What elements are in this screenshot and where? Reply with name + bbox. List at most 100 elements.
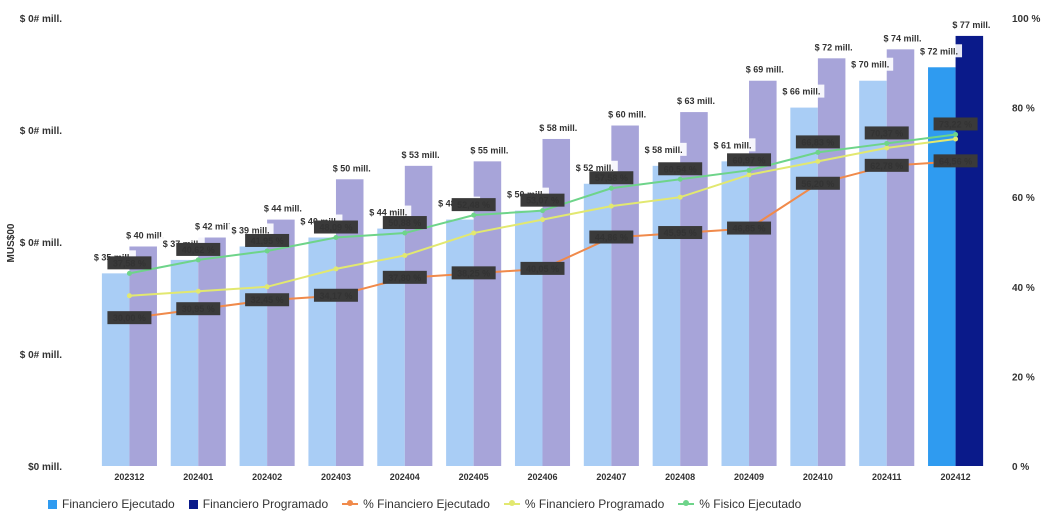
line-label-pct-financiero-ejecutado: 62,78 % xyxy=(870,161,903,171)
bar-label-ejecutado: $ 70 mill. xyxy=(851,60,889,70)
y-left-tick-label: $ 0# mill. xyxy=(20,238,62,249)
x-tick-label: 202408 xyxy=(665,472,695,482)
line-label-pct-fisico-ejecutado-bg xyxy=(176,242,221,256)
bar-financiero-programado xyxy=(955,35,984,467)
bar-label-ejecutado: $ 39 mill. xyxy=(232,225,270,235)
line-label-pct-fisico-ejecutado: 52,48 % xyxy=(457,200,490,210)
legend-item: % Financiero Programado xyxy=(503,497,665,511)
legend-swatch-dot xyxy=(508,500,515,506)
line-pct-fisico-ejecutado-point xyxy=(540,208,545,214)
chart-legend: Financiero Ejecutado Financiero Programad… xyxy=(48,497,801,511)
line-label-pct-fisico-ejecutado-bg xyxy=(589,171,634,185)
bar-label-ejecutado: $ 52 mill. xyxy=(576,163,614,173)
legend-label: % Fisico Ejecutado xyxy=(699,497,802,511)
line-pct-financiero-programado-point xyxy=(746,172,752,178)
x-tick-label: 202412 xyxy=(941,472,971,482)
bar-label-bg xyxy=(571,160,618,174)
line-pct-financiero-programado-point xyxy=(195,288,201,294)
line-pct-financiero-programado-point xyxy=(815,158,821,164)
x-tick-label: 202401 xyxy=(183,472,213,482)
bar-label-programado: $ 40 mill. xyxy=(126,230,164,240)
bar-financiero-programado xyxy=(129,246,157,466)
bar-label-programado: $ 77 mill. xyxy=(952,20,990,30)
x-tick-label: 202402 xyxy=(252,472,282,482)
line-label-pct-fisico-ejecutado-bg xyxy=(795,135,840,149)
bar-label-programado: $ 74 mill. xyxy=(883,33,921,43)
legend-item: Financiero Ejecutado xyxy=(48,497,175,511)
bar-financiero-ejecutado xyxy=(721,161,750,467)
bar-label-programado: $ 58 mill. xyxy=(539,123,577,133)
line-pct-financiero-programado-point xyxy=(884,145,890,151)
legend-swatch-line xyxy=(342,500,359,506)
line-label-pct-financiero-ejecutado: 32,45 % xyxy=(251,295,284,305)
bar-label-bg xyxy=(365,205,412,219)
bar-label-ejecutado: $ 61 mill. xyxy=(713,140,751,150)
line-label-pct-financiero-ejecutado: 45,95 % xyxy=(664,228,697,238)
line-label-pct-financiero-ejecutado-bg xyxy=(864,158,909,172)
bar-financiero-programado xyxy=(886,49,915,467)
line-label-pct-fisico-ejecutado: 50,88 % xyxy=(388,218,421,228)
bar-financiero-ejecutado xyxy=(377,228,405,466)
legend-item: % Fisico Ejecutado xyxy=(678,497,801,511)
legend-swatch-dot xyxy=(683,500,690,506)
line-pct-fisico-ejecutado-point xyxy=(953,131,959,137)
legend-swatch-box xyxy=(188,499,198,509)
line-pct-financiero-programado-point xyxy=(471,230,477,236)
line-label-pct-financiero-ejecutado-bg xyxy=(933,154,978,168)
bar-label-programado: $ 60 mill. xyxy=(608,110,646,120)
bar-label-ejecutado: $ 44 mill. xyxy=(369,208,407,218)
line-label-pct-fisico-ejecutado: 40,62 % xyxy=(182,245,215,255)
legend-label: % Financiero Programado xyxy=(524,497,665,511)
legend-swatch-line xyxy=(678,500,695,506)
y-right-tick-label: 40 % xyxy=(1012,283,1035,294)
line-label-pct-fisico-ejecutado: 60,97 % xyxy=(733,155,766,165)
line-label-pct-fisico-ejecutado: 60,54 % xyxy=(664,164,697,174)
bar-label-bg xyxy=(847,57,894,71)
line-label-pct-fisico-ejecutado-bg xyxy=(727,153,772,167)
bar-label-ejecutado: $ 66 mill. xyxy=(782,87,820,97)
line-label-pct-fisico-ejecutado-bg xyxy=(245,233,290,247)
line-label-pct-fisico-ejecutado: 41,95 % xyxy=(251,236,284,246)
y-left-tick-label: $ 0# mill. xyxy=(20,350,62,361)
line-label-pct-fisico-ejecutado-bg xyxy=(520,193,565,207)
line-label-pct-financiero-ejecutado-bg xyxy=(520,261,565,275)
bar-label-programado: $ 69 mill. xyxy=(746,65,784,75)
line-label-pct-fisico-ejecutado-bg xyxy=(313,220,358,234)
line-pct-fisico-ejecutado-point xyxy=(402,230,408,236)
line-pct-financiero-programado-point xyxy=(608,203,614,209)
bar-financiero-ejecutado xyxy=(101,273,130,466)
line-label-pct-financiero-ejecutado: 46,85 % xyxy=(733,224,766,234)
y-right-tick-label: 20 % xyxy=(1012,372,1035,383)
bar-financiero-ejecutado xyxy=(652,165,681,466)
line-pct-fisico-ejecutado-point xyxy=(746,167,752,173)
line-label-pct-fisico-ejecutado-bg xyxy=(451,198,496,212)
x-axis: 202312 202401 202402 202403 202404 202405 2024… xyxy=(114,472,970,482)
line-label-pct-fisico-ejecutado-bg xyxy=(658,162,703,176)
line-label-pct-financiero-ejecutado-bg xyxy=(107,311,152,325)
bar-financiero-ejecutado xyxy=(583,183,612,466)
line-label-pct-financiero-ejecutado-bg xyxy=(589,230,634,244)
line-label-pct-financiero-ejecutado-bg xyxy=(658,226,703,240)
line-pct-financiero-programado-point xyxy=(126,293,132,299)
y-right-tick-label: 100 % xyxy=(1012,14,1040,25)
bar-label-programado: $ 50 mill. xyxy=(333,163,371,173)
line-label-pct-fisico-ejecutado: 70,37 % xyxy=(870,128,903,138)
y-left-tick-label: $ 0# mill. xyxy=(20,14,62,25)
x-tick-label: 202410 xyxy=(803,472,833,482)
bar-label-bg xyxy=(227,223,274,237)
line-label-pct-fisico-ejecutado: 66,83 % xyxy=(801,137,834,147)
bar-label-programado: $ 55 mill. xyxy=(470,145,508,155)
line-label-pct-financiero-ejecutado: 30,95 % xyxy=(182,304,215,314)
y-axis-left: $0 mill. $ 0# mill. $ 0# mill. $ 0# mill. $ … xyxy=(20,14,62,473)
bar-label-bg xyxy=(916,44,963,58)
legend-item: Financiero Programado xyxy=(188,497,328,511)
line-pct-fisico-ejecutado-point xyxy=(677,176,683,182)
legend-label: Financiero Ejecutado xyxy=(62,497,175,511)
legend-swatch-box xyxy=(48,499,57,509)
legend-swatch-line xyxy=(503,500,520,506)
y-right-tick-label: 60 % xyxy=(1012,193,1035,204)
bar-label-programado: $ 63 mill. xyxy=(677,96,715,106)
bar-financiero-ejecutado xyxy=(170,259,199,466)
legend-swatch-dot xyxy=(347,500,354,506)
line-label-pct-financiero-ejecutado-bg xyxy=(176,302,221,316)
